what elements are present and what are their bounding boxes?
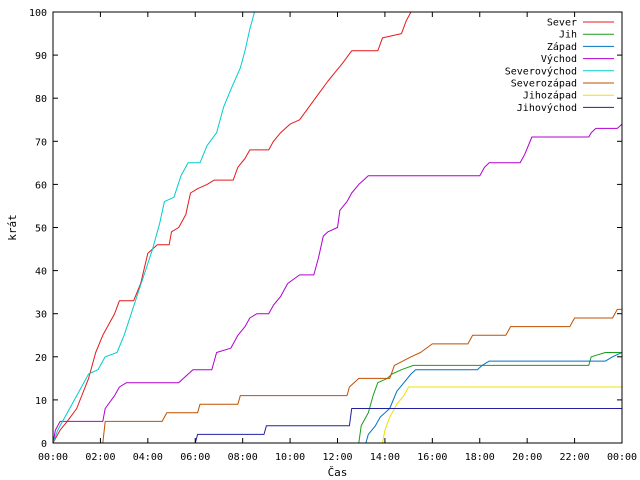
x-tick-label: 06:00 (180, 452, 210, 463)
legend-label: Severovýchod (505, 65, 577, 77)
x-tick-label: 18:00 (465, 452, 495, 463)
x-tick-label: 00:00 (607, 452, 637, 463)
x-tick-label: 00:00 (38, 452, 68, 463)
y-tick-label: 100 (29, 8, 47, 19)
x-axis-label: Čas (328, 466, 348, 479)
y-tick-label: 90 (35, 51, 47, 62)
series-line-severozapad (53, 308, 622, 443)
y-tick-label: 40 (35, 267, 47, 278)
series-line-severovychod (53, 12, 255, 443)
x-tick-label: 16:00 (417, 452, 447, 463)
y-tick-label: 70 (35, 137, 47, 148)
series-line-jih (53, 352, 622, 443)
series-line-zapad (53, 352, 622, 443)
legend-label: Jihovýchod (517, 102, 577, 114)
y-tick-label: 0 (41, 439, 47, 450)
legend-label: Východ (541, 53, 577, 65)
x-tick-label: 14:00 (370, 452, 400, 463)
legend-label: Západ (547, 41, 577, 53)
y-tick-label: 30 (35, 310, 47, 321)
ticks-layer: 0 10 20 30 40 50 60 70 80 90 100 00:00 02:00 04:00 06:… (29, 8, 637, 463)
y-axis-label: krát (6, 214, 19, 241)
series-line-jihozapad (53, 386, 622, 443)
x-tick-label: 08:00 (228, 452, 258, 463)
series-layer (53, 12, 622, 443)
y-tick-label: 10 (35, 396, 47, 407)
series-line-sever (53, 12, 412, 443)
legend: SeverJihZápadVýchodSeverovýchodSeverozáp… (505, 18, 614, 114)
series-line-vychod (53, 123, 622, 443)
y-tick-label: 50 (35, 224, 47, 235)
x-tick-label: 20:00 (512, 452, 542, 463)
x-tick-label: 04:00 (133, 452, 163, 463)
x-tick-label: 10:00 (275, 452, 305, 463)
legend-label: Severozápad (511, 78, 577, 90)
y-tick-label: 60 (35, 180, 47, 191)
y-tick-label: 80 (35, 94, 47, 105)
x-tick-label: 02:00 (85, 452, 115, 463)
y-tick-label: 20 (35, 353, 47, 364)
x-tick-label: 22:00 (560, 452, 590, 463)
legend-label: Sever (547, 18, 577, 29)
x-tick-label: 12:00 (322, 452, 352, 463)
legend-label: Jihozápad (523, 90, 577, 102)
series-line-jihovychod (53, 399, 622, 443)
legend-label: Jih (559, 30, 577, 41)
